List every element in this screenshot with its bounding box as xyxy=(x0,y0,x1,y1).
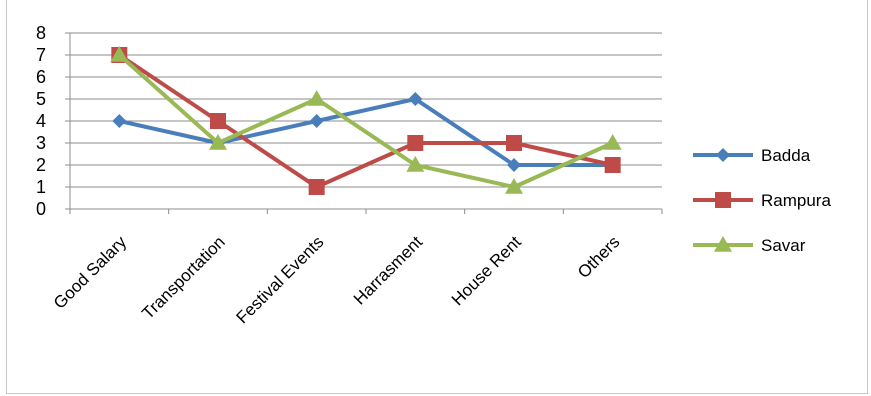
data-point-savar xyxy=(209,134,227,150)
legend-marker-savar xyxy=(714,236,732,252)
y-tick-label: 4 xyxy=(36,111,46,131)
data-point-rampura xyxy=(210,113,226,129)
data-point-savar xyxy=(307,90,326,106)
axes xyxy=(65,32,663,214)
legend-label-rampura: Rampura xyxy=(761,191,831,210)
series-savar xyxy=(110,46,622,194)
y-tick-label: 6 xyxy=(36,67,46,87)
series-line-badda xyxy=(118,97,613,167)
series-rampura xyxy=(111,47,621,195)
y-tick-label: 0 xyxy=(36,199,46,219)
legend-marker-badda xyxy=(716,148,730,162)
x-category-label: Festival Events xyxy=(233,232,328,327)
series-line-savar xyxy=(118,53,614,189)
x-category-label: Others xyxy=(574,232,624,282)
y-tick-label: 3 xyxy=(36,133,46,153)
data-point-badda xyxy=(112,114,127,128)
data-point-savar xyxy=(505,178,523,194)
data-point-savar xyxy=(110,46,129,62)
x-category-label: Good Salary xyxy=(50,232,131,313)
data-point-rampura xyxy=(506,135,522,151)
data-point-rampura xyxy=(407,135,424,151)
series-lines xyxy=(110,46,622,195)
legend-marker-rampura xyxy=(715,192,731,208)
y-tick-label: 5 xyxy=(36,89,46,109)
x-category-label: House Rent xyxy=(448,232,525,309)
legend-item-badda: Badda xyxy=(693,146,811,165)
chart-frame xyxy=(6,0,868,394)
legend-item-rampura: Rampura xyxy=(693,191,831,210)
data-point-savar xyxy=(603,134,622,150)
series-line-rampura xyxy=(118,53,614,189)
data-point-badda xyxy=(309,114,324,128)
data-point-rampura xyxy=(604,157,621,173)
legend: Badda Rampura Savar xyxy=(693,146,831,255)
data-point-badda xyxy=(507,158,521,172)
x-category-label: Harrasment xyxy=(350,232,426,308)
legend-label-savar: Savar xyxy=(761,236,806,255)
data-point-badda xyxy=(408,92,423,106)
data-point-rampura xyxy=(308,179,325,195)
y-tick-label: 2 xyxy=(36,155,46,175)
legend-label-badda: Badda xyxy=(761,146,811,165)
y-tick-label: 1 xyxy=(36,177,46,197)
legend-item-savar: Savar xyxy=(693,236,806,255)
data-point-savar xyxy=(406,156,425,172)
x-axis-tick-labels: Good Salary Transportation Festival Events… xyxy=(50,232,624,327)
y-tick-label: 7 xyxy=(36,45,46,65)
y-tick-label: 8 xyxy=(36,23,46,43)
x-category-label: Transportation xyxy=(138,232,228,322)
